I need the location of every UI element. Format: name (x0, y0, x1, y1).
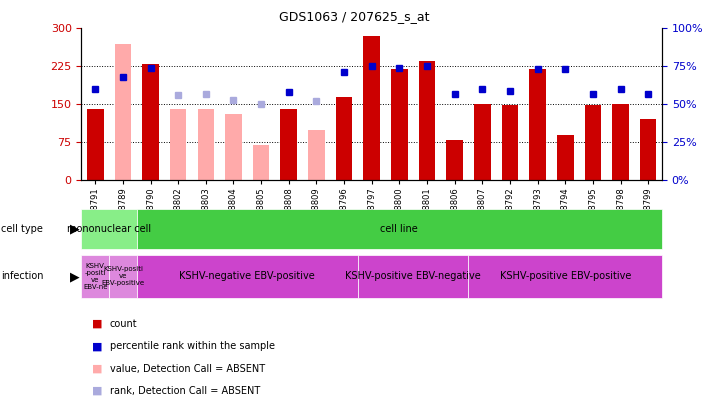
Bar (557, 134, 573, 180)
Bar (585, 105, 601, 180)
Bar (225, 114, 241, 180)
Bar (81, 209, 137, 249)
Bar (530, 69, 546, 180)
Bar (198, 109, 214, 180)
Text: cell line: cell line (380, 224, 418, 234)
Text: ■: ■ (92, 319, 103, 329)
Text: ■: ■ (92, 341, 103, 351)
Bar (612, 104, 629, 180)
Text: ▶: ▶ (69, 222, 79, 235)
Bar (170, 109, 186, 180)
Text: cell type: cell type (1, 224, 43, 234)
Bar (474, 104, 491, 180)
Bar (280, 109, 297, 180)
Bar (363, 36, 380, 180)
Text: ■: ■ (92, 364, 103, 373)
Text: mononuclear cell: mononuclear cell (67, 224, 151, 234)
Bar (142, 64, 159, 180)
Bar (137, 209, 662, 249)
Text: KSHV-positive EBV-positive: KSHV-positive EBV-positive (500, 271, 631, 281)
Text: KSHV-positi
ve
EBV-positive: KSHV-positi ve EBV-positive (101, 266, 144, 286)
Text: KSHV-positive EBV-negative: KSHV-positive EBV-negative (346, 271, 481, 281)
Bar (87, 109, 103, 180)
Text: percentile rank within the sample: percentile rank within the sample (110, 341, 275, 351)
Bar (308, 130, 325, 180)
Bar (358, 255, 469, 298)
Bar (109, 255, 137, 298)
Bar (137, 255, 358, 298)
Text: value, Detection Call = ABSENT: value, Detection Call = ABSENT (110, 364, 265, 373)
Bar (502, 105, 518, 180)
Bar (469, 255, 662, 298)
Bar (640, 119, 656, 180)
Bar (418, 61, 435, 180)
Bar (81, 255, 109, 298)
Text: GDS1063 / 207625_s_at: GDS1063 / 207625_s_at (279, 10, 429, 23)
Text: KSHV
-positi
ve
EBV-ne: KSHV -positi ve EBV-ne (83, 263, 108, 290)
Text: ■: ■ (92, 386, 103, 396)
Text: rank, Detection Call = ABSENT: rank, Detection Call = ABSENT (110, 386, 260, 396)
Text: count: count (110, 319, 137, 329)
Bar (253, 145, 270, 180)
Bar (391, 69, 408, 180)
Bar (446, 140, 463, 180)
Text: infection: infection (1, 271, 44, 281)
Bar (115, 43, 131, 180)
Text: KSHV-negative EBV-positive: KSHV-negative EBV-positive (179, 271, 315, 281)
Text: ▶: ▶ (69, 270, 79, 283)
Bar (336, 97, 353, 180)
